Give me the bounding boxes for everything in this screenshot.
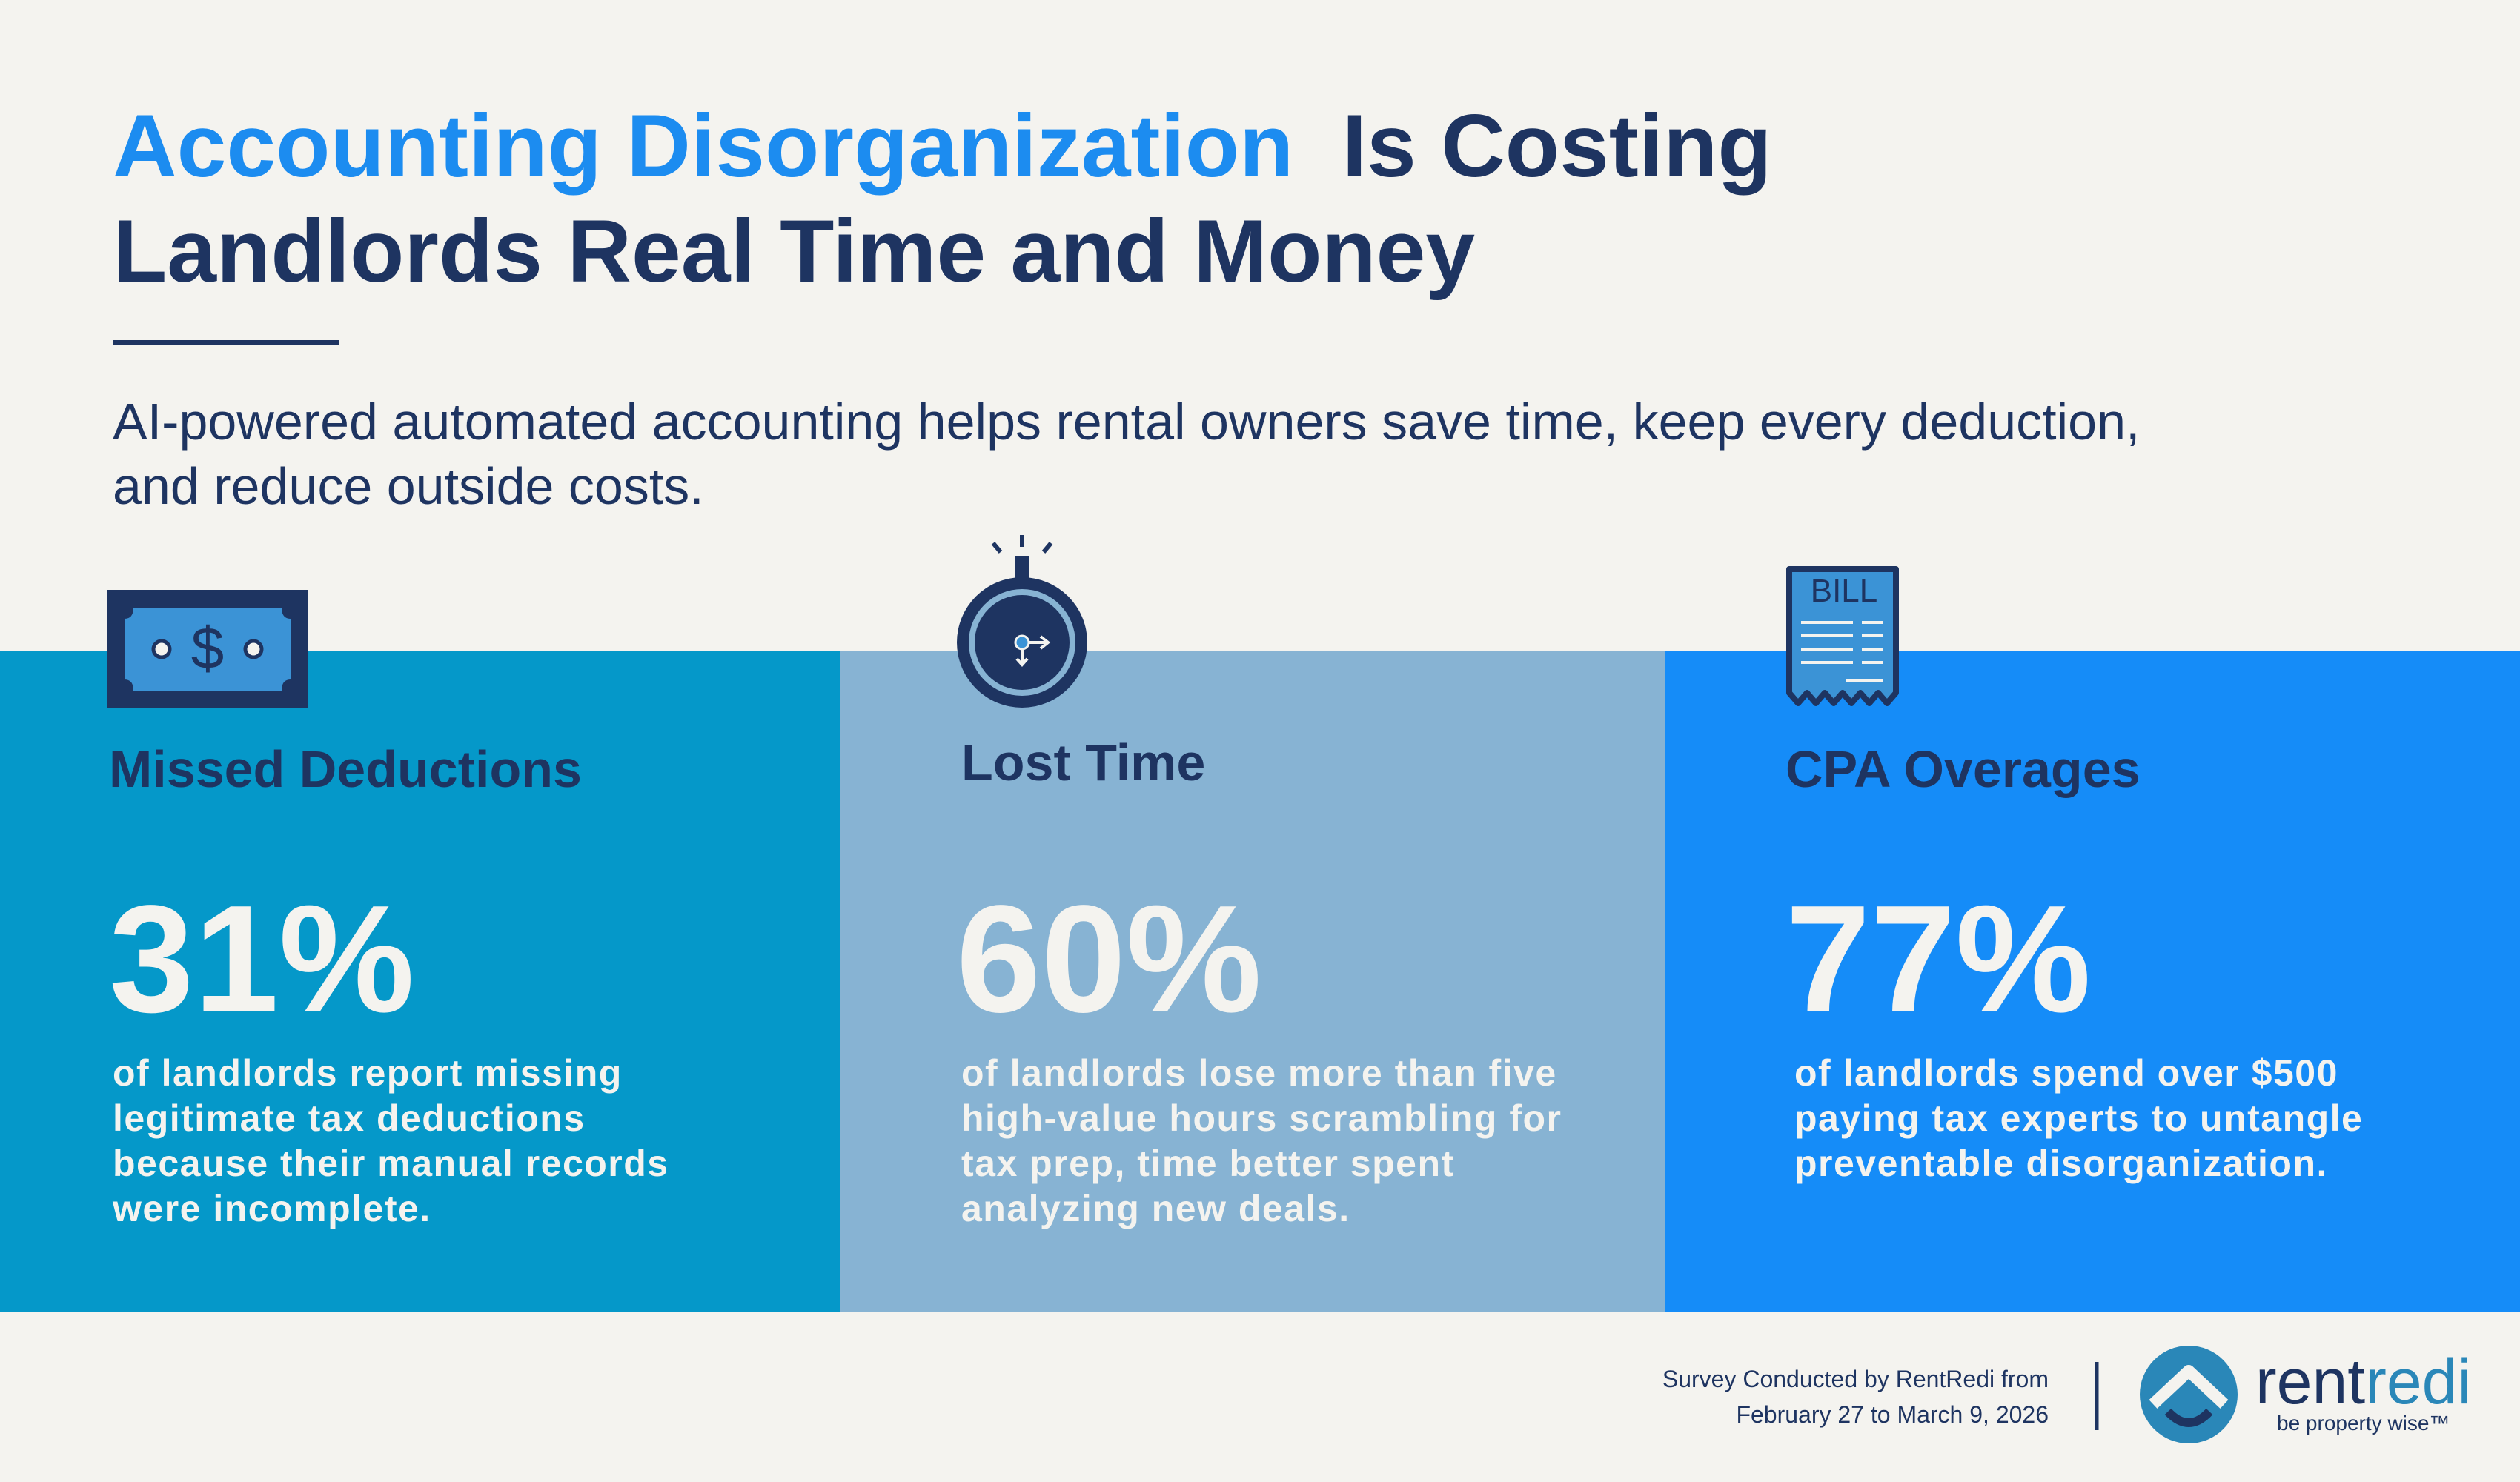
card-description-line: preventable disorganization. <box>1794 1143 2328 1184</box>
subtitle-line: AI-powered automated accounting helps re… <box>113 393 2140 451</box>
card-panel <box>1665 651 2520 1312</box>
stopwatch-stem <box>1015 556 1029 578</box>
title-line-2: Landlords Real Time and Money <box>113 202 1475 301</box>
logo-roof <box>2149 1365 2229 1409</box>
stopwatch-icon <box>957 535 1087 708</box>
stopwatch-center <box>1014 634 1030 651</box>
logo-part: redi <box>2365 1346 2471 1418</box>
card-description-line: were incomplete. <box>112 1188 431 1229</box>
money-icon-dot <box>151 639 172 659</box>
logo-circle <box>2140 1346 2238 1443</box>
card-stat: 77% <box>1785 874 2091 1044</box>
card-panel <box>0 651 840 1312</box>
logo: rentredi be property wise™ <box>2140 1346 2472 1443</box>
stopwatch-rays <box>991 535 1053 554</box>
money-icon-dot <box>243 639 264 659</box>
card-description-line: high-value hours scrambling for <box>961 1097 1562 1139</box>
bill-icon: BILL <box>1786 566 1899 706</box>
logo-smile <box>2164 1408 2213 1427</box>
card-description-line: of landlords report missing <box>113 1052 623 1094</box>
stopwatch-hands <box>1015 635 1051 668</box>
card-description-line: analyzing new deals. <box>961 1188 1350 1229</box>
card-description-line: of landlords lose more than five <box>961 1052 1557 1094</box>
money-icon-symbol: $ <box>191 615 225 681</box>
bill-label: BILL <box>1811 573 1878 609</box>
logo-wordmark: rentredi <box>2255 1346 2472 1418</box>
card-panel <box>840 651 1665 1312</box>
title-highlight: Accounting Disorganization <box>113 96 1293 196</box>
survey-note: February 27 to March 9, 2026 <box>1736 1401 2049 1428</box>
card-stat: 60% <box>956 874 1261 1044</box>
card-description-line: of landlords spend over $500 <box>1794 1052 2338 1094</box>
bill-lines <box>1801 621 1883 682</box>
title-underline <box>113 340 339 345</box>
card-description-line: tax prep, time better spent <box>961 1143 1455 1184</box>
card-title: Missed Deductions <box>109 740 582 798</box>
card-title: Lost Time <box>961 734 1205 791</box>
subtitle-line: and reduce outside costs. <box>113 457 704 515</box>
card-description-line: legitimate tax deductions <box>113 1097 586 1139</box>
title-line-1: Accounting Disorganization Is Costing <box>113 96 1772 196</box>
money-icon: $ <box>107 590 308 708</box>
card-description-line: paying tax experts to untangle <box>1794 1097 2363 1139</box>
logo-tagline: be property wise™ <box>2277 1412 2450 1435</box>
card-title: CPA Overages <box>1785 740 2141 798</box>
survey-note: Survey Conducted by RentRedi from <box>1662 1366 2049 1392</box>
title-rest: Is Costing <box>1342 96 1772 196</box>
logo-part: rent <box>2255 1346 2365 1418</box>
money-icon-face <box>125 608 291 691</box>
card-stat: 31% <box>109 874 414 1044</box>
card-description-line: because their manual records <box>113 1143 669 1184</box>
